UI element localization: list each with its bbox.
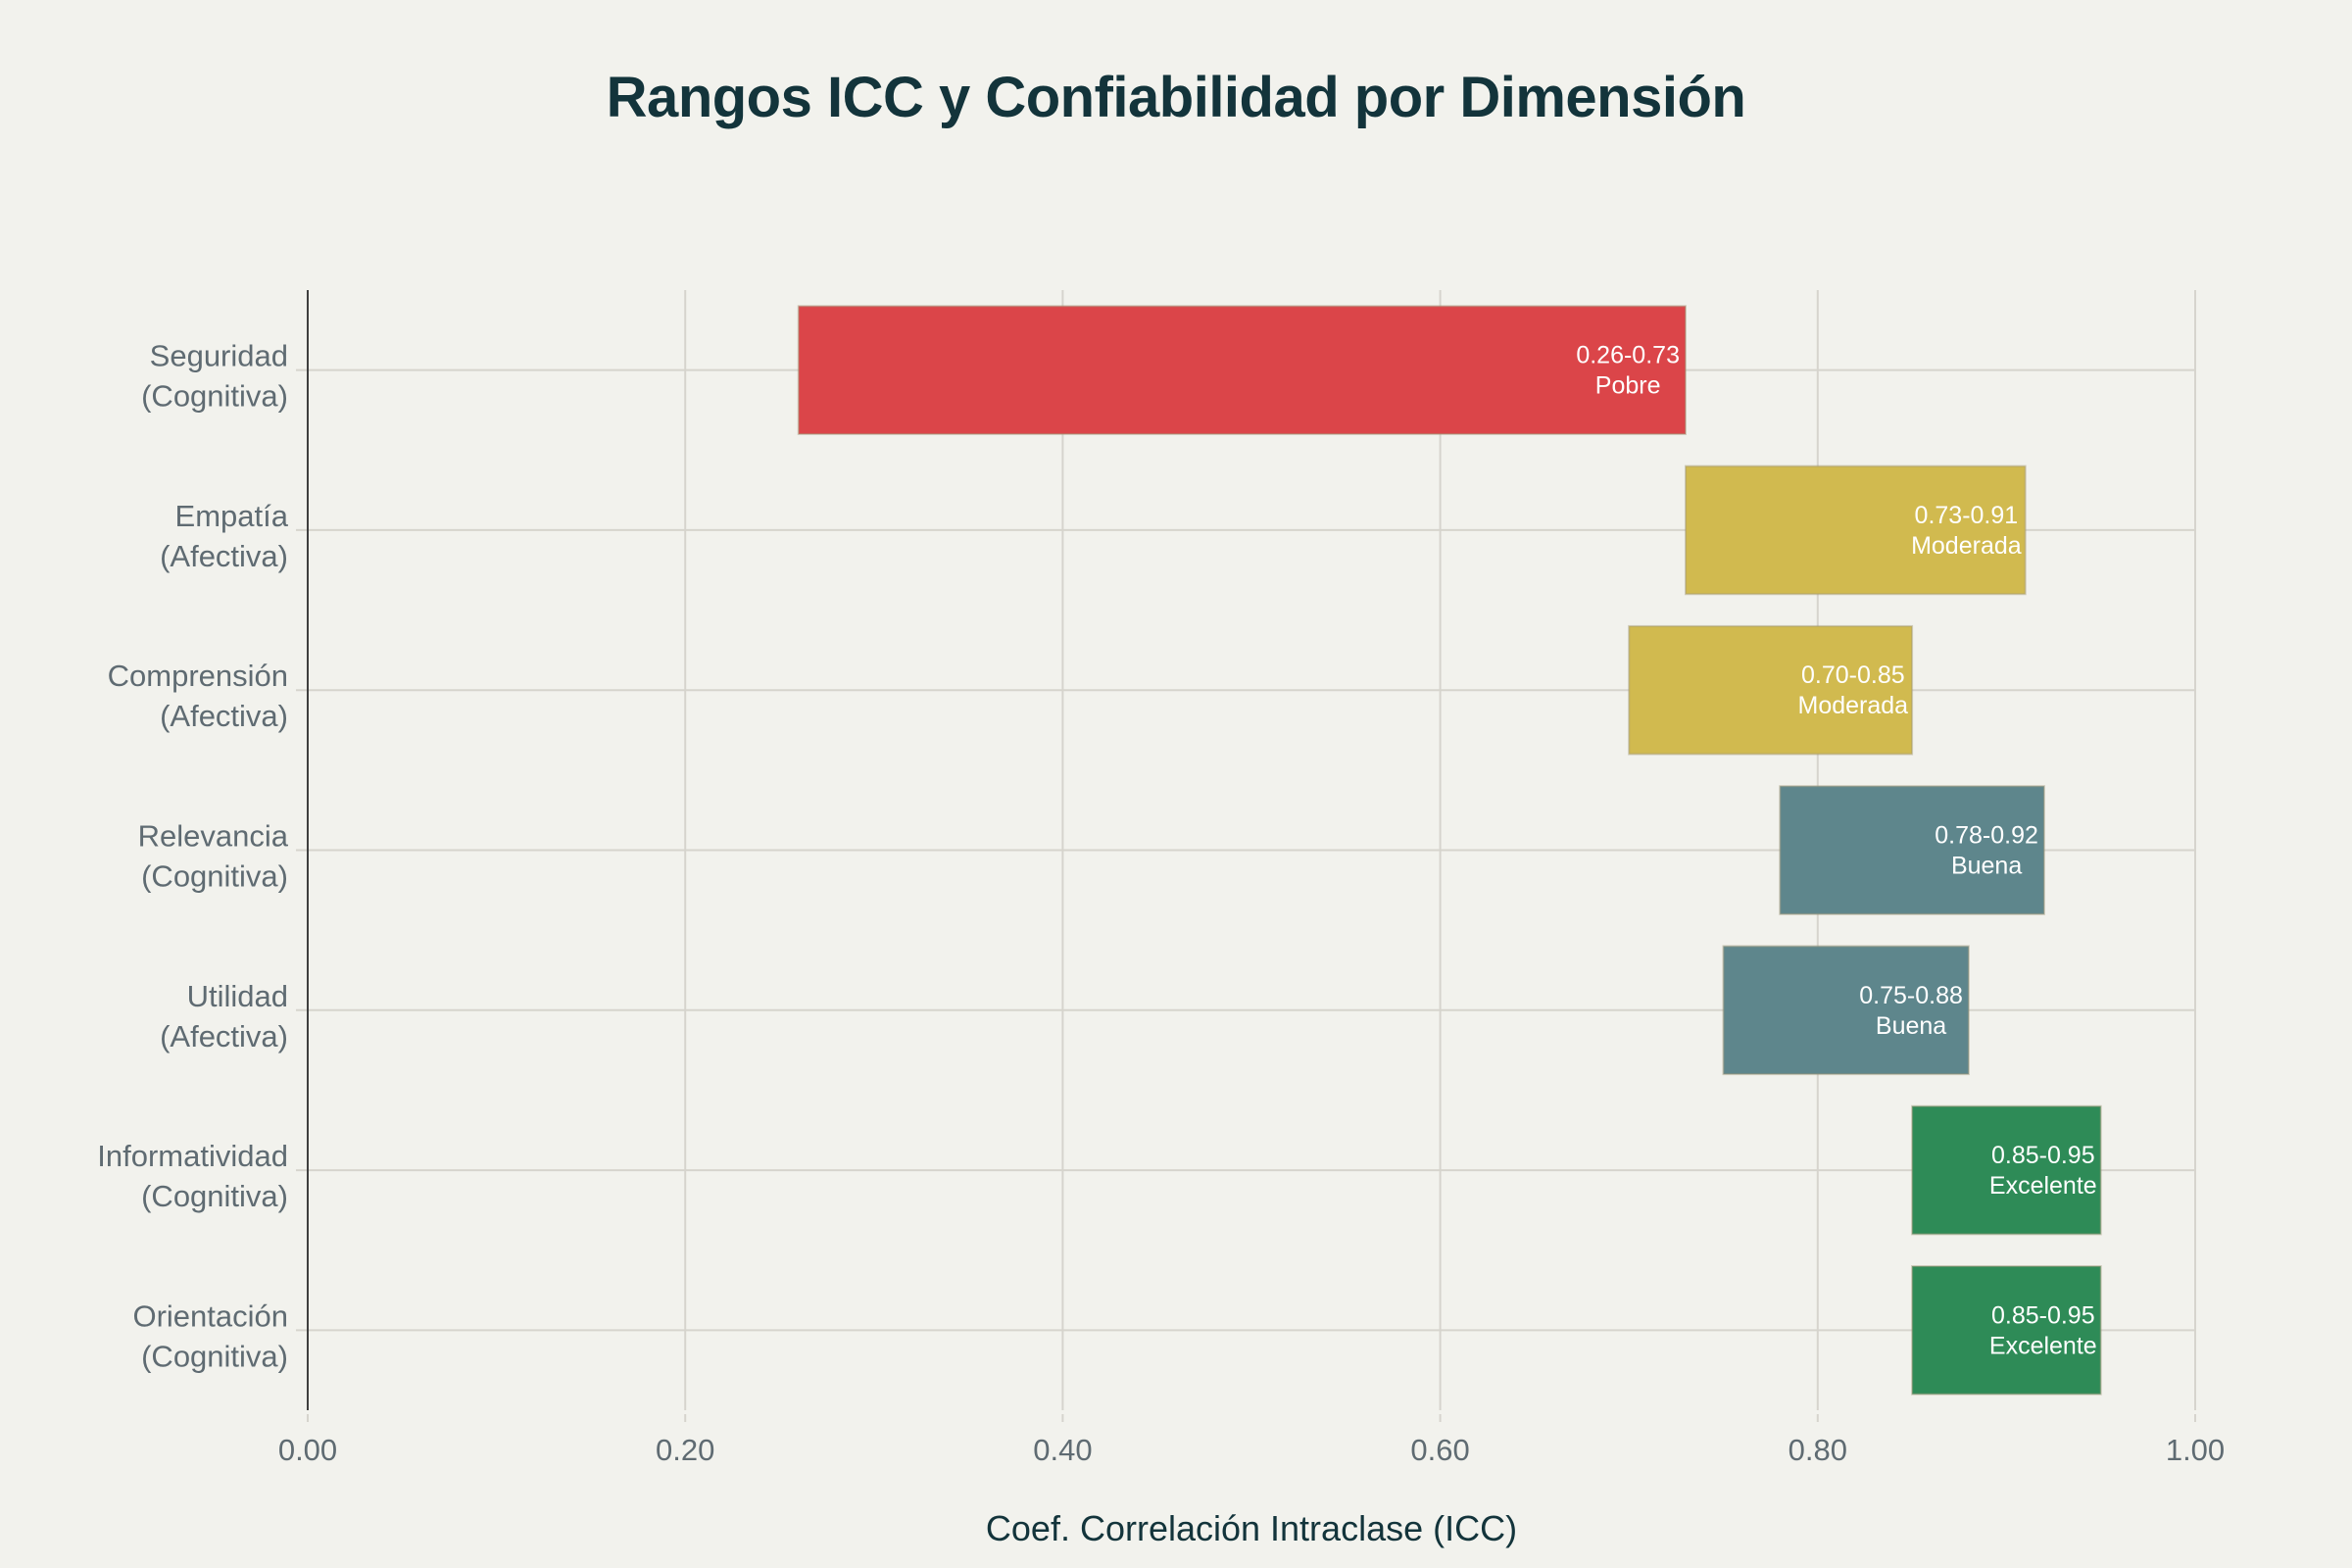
y-label-line2: (Afectiva) [160,539,288,573]
y-tick-label: Utilidad (Afectiva) [160,979,288,1054]
y-label-line1: Orientación [132,1298,288,1333]
bar-rating-label: Excelente [1989,1332,2097,1359]
y-label-line1: Seguridad [150,339,288,373]
range-bar [797,305,1687,435]
y-label-line2: (Cognitiva) [141,1339,288,1373]
y-label-line1: Comprensión [108,659,288,693]
bar-range-label: 0.85-0.95 [1991,1301,2095,1329]
bar-range-label: 0.26-0.73 [1576,342,1680,369]
bar-range-label: 0.70-0.85 [1801,662,1905,689]
y-label-line2: (Afectiva) [160,699,288,733]
range-bar [1779,785,2045,915]
y-label-line1: Empatía [175,499,289,533]
bars: 0.26-0.73 Pobre 0.73-0.91 Moderada 0.70-0.85… [797,305,2102,1396]
y-label-line1: Informatividad [97,1139,288,1173]
y-tick-label: Seguridad (Cognitiva) [141,339,288,414]
x-tick-label: 0.80 [1788,1433,1847,1467]
range-bar [1722,945,1970,1076]
bar-range-label: 0.75-0.88 [1859,982,1963,1009]
x-axis-ticks: 0.00 0.20 0.40 0.60 0.80 1.00 [278,1414,2225,1467]
range-bar [1684,465,2027,596]
bar-range-label: 0.73-0.91 [1915,502,2019,529]
y-tick-label: Informatividad (Cognitiva) [97,1139,288,1213]
x-tick-label: 0.60 [1410,1433,1469,1467]
x-tick-label: 0.00 [278,1433,337,1467]
bar-rating-label: Buena [1951,853,2022,880]
x-tick-label: 0.20 [656,1433,714,1467]
y-tick-label: Relevancia (Cognitiva) [138,819,289,894]
range-bar [1911,1265,2102,1396]
x-tick-label: 1.00 [2166,1433,2225,1467]
range-bar [1911,1104,2102,1236]
y-label-line2: (Afectiva) [160,1019,288,1054]
chart-title: Rangos ICC y Confiabilidad por Dimensión [607,66,1746,129]
y-tick-label: Comprensión (Afectiva) [108,659,288,733]
y-tick-label: Empatía (Afectiva) [160,499,289,573]
bar-rating-label: Excelente [1989,1172,2097,1200]
y-label-line2: (Cognitiva) [141,379,288,414]
y-axis-labels: Seguridad (Cognitiva)Empatía (Afectiva)Com… [97,339,288,1374]
bar-rating-label: Buena [1876,1012,1946,1040]
bar-rating-label: Moderada [1911,532,2022,560]
range-bar [1628,624,1914,756]
y-label-line1: Relevancia [138,819,289,854]
y-label-line2: (Cognitiva) [141,1179,288,1213]
y-label-line2: (Cognitiva) [141,859,288,894]
y-tick-label: Orientación (Cognitiva) [132,1298,288,1373]
bar-rating-label: Pobre [1595,372,1661,400]
y-label-line1: Utilidad [187,979,288,1013]
bar-range-label: 0.78-0.92 [1935,822,2038,850]
x-axis-title: Coef. Correlación Intraclase (ICC) [986,1508,1517,1548]
bar-range-label: 0.85-0.95 [1991,1142,2095,1169]
x-tick-label: 0.40 [1033,1433,1092,1467]
bar-rating-label: Moderada [1798,692,1909,719]
